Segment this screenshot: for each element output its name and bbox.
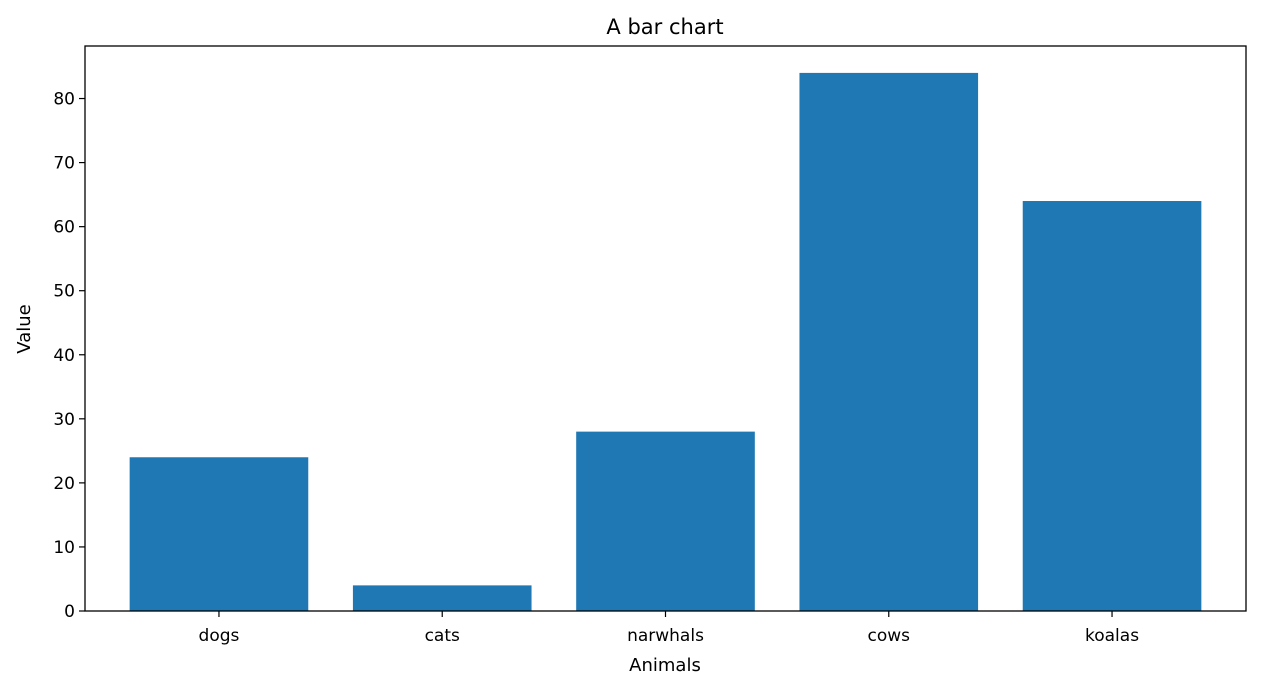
x-tick-label-narwhals: narwhals — [627, 626, 704, 646]
y-tick-label: 20 — [53, 474, 75, 494]
y-tick-label: 60 — [53, 218, 75, 238]
y-tick-label: 40 — [53, 346, 75, 366]
y-tick-label: 30 — [53, 410, 75, 430]
bar-dogs — [129, 457, 309, 611]
y-tick-label: 50 — [53, 282, 75, 302]
x-tick-label-cats: cats — [425, 626, 460, 646]
y-axis-label: Value — [14, 304, 35, 353]
bar-narwhals — [576, 431, 755, 611]
x-axis-label: Animals — [629, 655, 701, 676]
bar-koalas — [1022, 201, 1202, 611]
y-axis-ticks: 0 10 20 30 40 50 60 70 80 — [53, 90, 85, 622]
bar-cats — [352, 585, 532, 611]
x-tick-label-dogs: dogs — [199, 626, 240, 646]
x-axis-ticks: dogs cats narwhals cows koalas — [199, 611, 1139, 646]
x-tick-label-koalas: koalas — [1085, 626, 1139, 646]
x-tick-label-cows: cows — [868, 626, 911, 646]
bar-cows — [799, 72, 979, 611]
y-tick-label: 80 — [53, 90, 75, 110]
y-tick-label: 0 — [64, 602, 75, 622]
plot-frame — [84, 45, 1247, 612]
y-tick-label: 10 — [53, 538, 75, 558]
y-tick-label: 70 — [53, 154, 75, 174]
chart-title: A bar chart — [606, 15, 723, 39]
bars-layer — [129, 72, 1202, 611]
